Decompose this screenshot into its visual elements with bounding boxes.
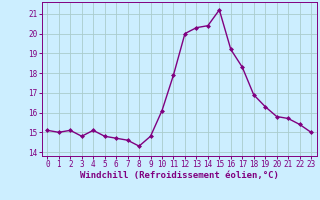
X-axis label: Windchill (Refroidissement éolien,°C): Windchill (Refroidissement éolien,°C) [80, 171, 279, 180]
